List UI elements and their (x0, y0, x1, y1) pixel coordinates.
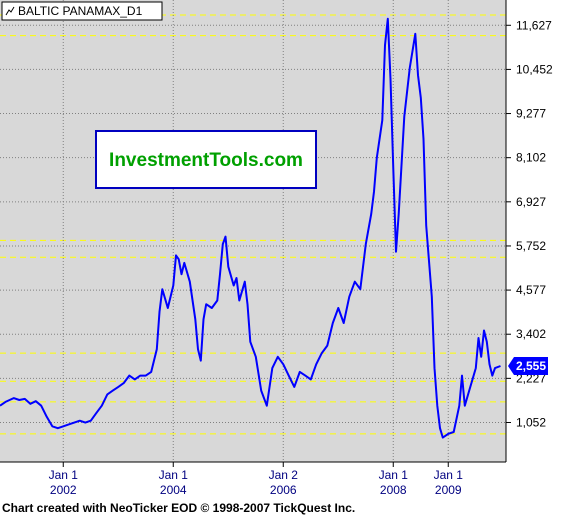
x-axis-panel (0, 462, 582, 500)
y-tick-label: 4,577 (516, 283, 546, 297)
legend-label: BALTIC PANAMAX_D1 (18, 4, 143, 18)
y-tick-label: 6,927 (516, 195, 546, 209)
y-tick-label: 11,627 (516, 18, 552, 32)
series-line (0, 17, 501, 439)
x-tick-label: 2009 (435, 483, 462, 497)
last-value-tag-shape (508, 357, 548, 376)
y-tick-label: 9,277 (516, 107, 546, 121)
y-tick-label: 5,752 (516, 239, 546, 253)
y-axis-panel (506, 0, 582, 462)
x-tick-label: Jan 1 (379, 468, 409, 482)
x-tick-label: 2006 (270, 483, 297, 497)
x-tick-label: Jan 1 (434, 468, 464, 482)
x-tick-label: 2008 (380, 483, 407, 497)
x-tick-label: Jan 1 (49, 468, 79, 482)
logo: InvestmentTools.com (95, 130, 317, 189)
line-series-icon (5, 6, 15, 16)
legend-box (1, 1, 163, 21)
y-tick-label: 1,052 (516, 415, 546, 429)
x-tick-label: 2002 (50, 483, 77, 497)
series-group (0, 17, 501, 439)
footer-credit: Chart created with NeoTicker EOD © 1998-… (2, 501, 355, 515)
legend: BALTIC PANAMAX_D1 (1, 1, 163, 21)
logo-box (95, 130, 317, 189)
x-tick-label: 2004 (160, 483, 187, 497)
y-tick-label: 3,402 (516, 327, 546, 341)
dashed-levels (0, 14, 506, 435)
logo-text: InvestmentTools.com (109, 150, 303, 171)
x-tick-label: Jan 1 (159, 468, 189, 482)
last-value-label: 2,555 (516, 359, 546, 373)
plot-area (0, 0, 506, 462)
last-value-tag: 2,555 (508, 357, 548, 376)
y-tick-label: 8,102 (516, 151, 546, 165)
x-tick-label: Jan 2 (269, 468, 299, 482)
y-tick-label: 10,452 (516, 62, 553, 76)
